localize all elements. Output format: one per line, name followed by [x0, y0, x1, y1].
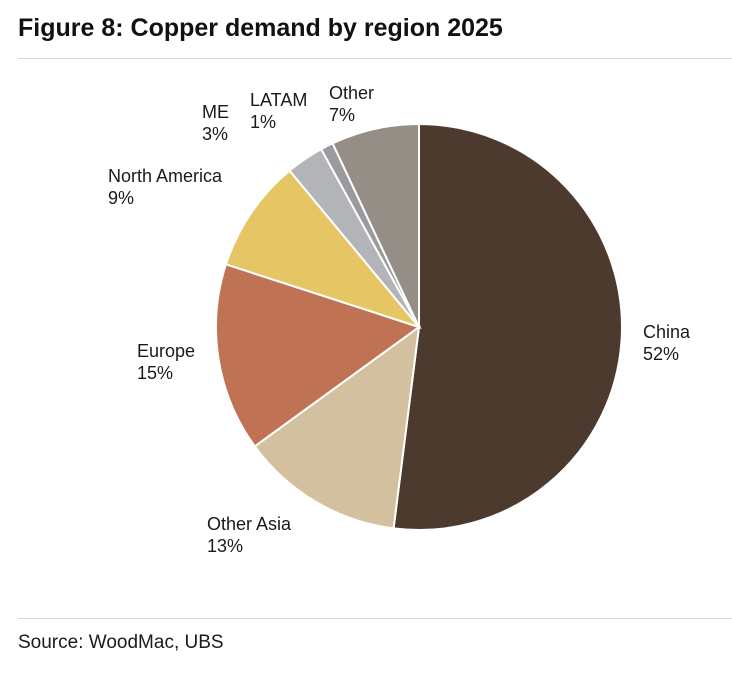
slice-value: 3%: [202, 124, 228, 144]
slice-label-latam: LATAM 1%: [250, 90, 307, 132]
slice-value: 1%: [250, 112, 276, 132]
slice-name: North America: [108, 166, 223, 186]
slice-name: ME: [202, 102, 229, 122]
pie-slice-other-asia: [253, 324, 421, 530]
slice-label-me: ME 3%: [202, 102, 229, 144]
slice-label-other: Other 7%: [329, 83, 374, 125]
pie-slice-china: [392, 122, 623, 531]
pie-slice-other: [331, 122, 420, 328]
slice-name: Europe: [137, 341, 195, 361]
title-divider: [18, 58, 732, 59]
pie-slices: [215, 122, 623, 531]
slice-label-other-asia: Other Asia 13%: [207, 514, 292, 556]
pie-slice-north-america: [224, 169, 422, 330]
slice-value: 7%: [329, 105, 355, 125]
slice-label-north-america: North America 9%: [108, 166, 223, 208]
pie-chart: China 52% Other Asia 13% Europe 15% North Amer…: [108, 83, 691, 556]
chart-title: Figure 8: Copper demand by region 2025: [18, 14, 503, 42]
slice-name: China: [643, 322, 691, 342]
slice-name: Other: [329, 83, 374, 103]
pie-labels: China 52% Other Asia 13% Europe 15% North Amer…: [108, 83, 691, 556]
slice-value: 13%: [207, 536, 243, 556]
slice-label-europe: Europe 15%: [137, 341, 195, 383]
source-divider: [18, 618, 732, 619]
slice-label-china: China 52%: [643, 322, 691, 364]
slice-value: 9%: [108, 188, 134, 208]
slice-value: 15%: [137, 363, 173, 383]
pie-slice-europe: [215, 263, 422, 448]
slice-name: LATAM: [250, 90, 307, 110]
slice-name: Other Asia: [207, 514, 292, 534]
slice-value: 52%: [643, 344, 679, 364]
source-note: Source: WoodMac, UBS: [18, 632, 224, 653]
